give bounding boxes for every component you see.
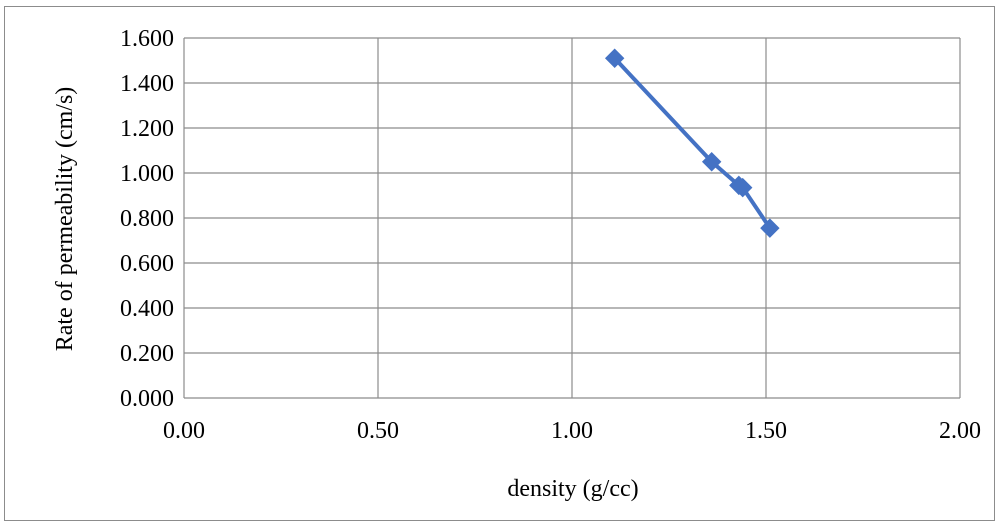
x-axis-title: density (g/cc) — [507, 476, 638, 502]
y-tick-label: 1.000 — [120, 161, 174, 187]
data-point — [701, 152, 722, 172]
y-tick-label: 1.600 — [120, 26, 174, 52]
y-tick-label: 0.400 — [120, 296, 174, 322]
y-axis-title: Rate of permeability (cm/s) — [52, 87, 78, 352]
x-tick-label: 1.00 — [551, 418, 593, 444]
y-tick-label: 0.000 — [120, 386, 174, 412]
x-tick-label: 1.50 — [745, 418, 787, 444]
grid — [183, 37, 961, 399]
series-line — [612, 56, 772, 231]
series — [604, 48, 780, 238]
y-tick-label: 0.600 — [120, 251, 174, 277]
y-tick-label: 0.200 — [120, 341, 174, 367]
x-tick-label: 2.00 — [939, 418, 981, 444]
tick-labels: 0.000 0.200 0.400 0.600 0.800 1.000 1.200 1.400… — [120, 26, 981, 444]
y-tick-label: 1.200 — [120, 116, 174, 142]
data-point — [760, 218, 780, 238]
data-point — [604, 48, 625, 68]
data-point — [733, 177, 753, 198]
x-tick-label: 0.50 — [357, 418, 399, 444]
y-tick-label: 0.800 — [120, 206, 174, 232]
x-tick-label: 0.00 — [163, 418, 205, 444]
y-tick-label: 1.400 — [120, 71, 174, 97]
